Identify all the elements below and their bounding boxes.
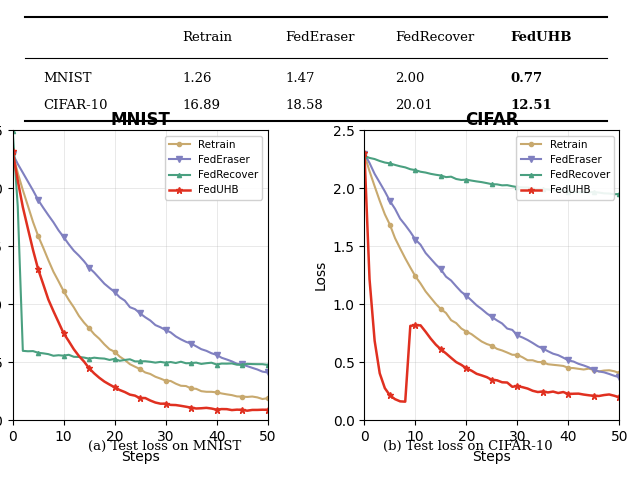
Text: (b) Test loss on CIFAR-10: (b) Test loss on CIFAR-10 [383, 439, 552, 453]
FedRecover [529, 185, 537, 191]
FedRecover [437, 173, 445, 178]
Text: Retrain: Retrain [183, 31, 233, 43]
FedUHB [90, 370, 98, 376]
Text: 12.51: 12.51 [510, 99, 552, 112]
Text: 0.77: 0.77 [510, 72, 542, 85]
Retrain [65, 297, 73, 303]
FedEraser [416, 242, 424, 248]
FedUHB [422, 329, 429, 335]
FedUHB [361, 150, 368, 156]
Legend: Retrain, FedEraser, FedRecover, FedUHB: Retrain, FedEraser, FedRecover, FedUHB [164, 136, 262, 199]
FedEraser [437, 267, 445, 272]
Retrain [611, 369, 618, 374]
Retrain [177, 383, 185, 389]
FedUHB [243, 408, 251, 413]
Y-axis label: Loss: Loss [313, 260, 327, 291]
FedEraser [65, 241, 73, 247]
FedUHB [258, 407, 266, 413]
FedUHB [85, 365, 93, 371]
FedUHB [401, 399, 409, 404]
FedRecover [616, 191, 623, 197]
Text: MNIST: MNIST [43, 72, 92, 85]
FedUHB [616, 394, 623, 400]
Line: Retrain: Retrain [11, 151, 270, 401]
Text: 20.01: 20.01 [395, 99, 433, 112]
Line: FedEraser: FedEraser [10, 151, 270, 375]
FedEraser [529, 340, 537, 346]
Text: (a) Test loss on MNIST: (a) Test loss on MNIST [88, 439, 241, 453]
FedRecover [544, 186, 552, 192]
Retrain [85, 326, 93, 331]
Retrain [253, 394, 261, 400]
FedRecover [192, 360, 200, 366]
FedRecover [85, 356, 93, 361]
FedRecover [416, 169, 424, 174]
FedUHB [9, 148, 16, 154]
Retrain [529, 358, 537, 363]
FedEraser [85, 265, 93, 271]
Text: 1.47: 1.47 [286, 72, 315, 85]
FedEraser [442, 274, 450, 280]
FedRecover [361, 153, 368, 159]
Text: FedUHB: FedUHB [510, 31, 572, 43]
X-axis label: Steps: Steps [473, 450, 511, 464]
Text: 18.58: 18.58 [286, 99, 324, 112]
FedRecover [90, 355, 98, 360]
FedRecover [611, 191, 618, 197]
Legend: Retrain, FedEraser, FedRecover, FedUHB: Retrain, FedEraser, FedRecover, FedUHB [516, 136, 614, 199]
Text: FedEraser: FedEraser [286, 31, 355, 43]
FedUHB [611, 393, 618, 399]
FedUHB [549, 389, 557, 394]
Retrain [361, 152, 368, 157]
Text: 16.89: 16.89 [183, 99, 221, 112]
Line: FedRecover: FedRecover [11, 129, 270, 367]
Line: FedUHB: FedUHB [361, 149, 623, 405]
Retrain [264, 395, 271, 401]
FedRecover [65, 352, 73, 358]
Text: FedRecover: FedRecover [395, 31, 474, 43]
Retrain [437, 306, 445, 312]
FedEraser [616, 374, 623, 380]
Retrain [442, 310, 450, 316]
FedUHB [264, 407, 271, 413]
Line: FedEraser: FedEraser [362, 151, 622, 380]
X-axis label: Steps: Steps [121, 450, 159, 464]
FedEraser [544, 348, 552, 354]
FedRecover [177, 359, 185, 365]
FedUHB [65, 338, 73, 344]
FedEraser [258, 369, 266, 374]
FedEraser [264, 369, 271, 375]
FedRecover [605, 191, 613, 196]
Retrain [616, 370, 623, 376]
FedUHB [177, 403, 185, 409]
Title: MNIST: MNIST [110, 111, 170, 129]
Retrain [9, 151, 16, 156]
FedEraser [611, 373, 618, 379]
FedRecover [264, 362, 271, 368]
FedRecover [258, 361, 266, 367]
FedEraser [177, 337, 185, 342]
Text: 1.26: 1.26 [183, 72, 212, 85]
Line: FedRecover: FedRecover [362, 154, 621, 196]
FedEraser [192, 344, 200, 349]
FedRecover [442, 174, 450, 180]
Text: CIFAR-10: CIFAR-10 [43, 99, 107, 112]
Line: Retrain: Retrain [362, 152, 621, 375]
FedUHB [534, 389, 542, 395]
FedEraser [90, 270, 98, 275]
Title: CIFAR: CIFAR [465, 111, 519, 129]
Retrain [544, 361, 552, 367]
FedRecover [9, 128, 16, 133]
FedUHB [442, 350, 450, 356]
Retrain [416, 281, 424, 286]
Retrain [258, 396, 266, 402]
FedEraser [9, 151, 16, 157]
Line: FedUHB: FedUHB [9, 148, 271, 414]
Retrain [192, 386, 200, 391]
Retrain [90, 331, 98, 337]
FedEraser [361, 151, 368, 157]
FedUHB [192, 406, 200, 412]
FedUHB [447, 355, 455, 361]
Text: 2.00: 2.00 [395, 72, 424, 85]
